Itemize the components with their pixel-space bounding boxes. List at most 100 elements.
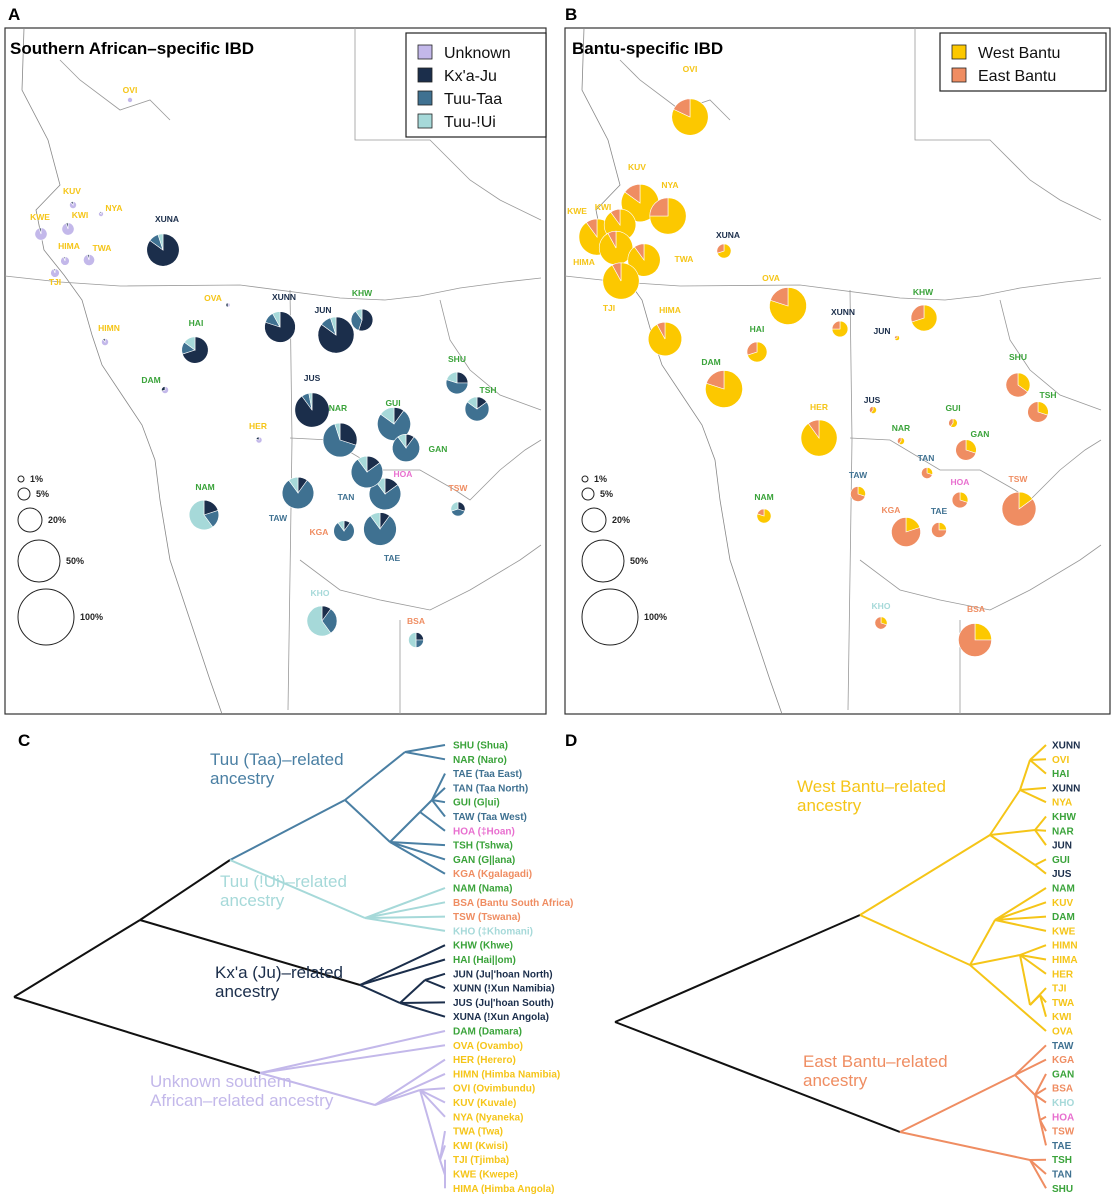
pop-label-ova: OVA: [762, 273, 780, 283]
tree-leaf-label: HIMN: [1052, 941, 1078, 952]
pie-hima: [598, 230, 634, 266]
tree-leaf-label: TAE (Taa East): [453, 769, 522, 780]
pie-hima: [60, 256, 70, 266]
tree-leaf-label: GAN: [1052, 1069, 1074, 1080]
panel-letter-c: C: [18, 731, 30, 750]
border-line: [4, 275, 542, 301]
tree-branch: [614, 914, 861, 1023]
pie-slice: [673, 98, 691, 118]
tree-branch: [259, 1030, 446, 1074]
tree-leaf-label: NYA (Nyaneka): [453, 1112, 523, 1123]
pie-gan: [955, 439, 977, 461]
pie-slice: [306, 605, 332, 637]
pie-slice: [611, 262, 622, 282]
tree-leaf-label: KHO (‡Khomani): [453, 926, 533, 937]
border-line: [21, 27, 223, 715]
tree-leaf-label: KHW (Khwe): [453, 941, 513, 952]
tree-branch: [399, 979, 426, 1004]
pop-label-twa: TWA: [675, 254, 694, 264]
pop-label-kho: KHO: [311, 588, 330, 598]
tree-branch: [1029, 1159, 1047, 1175]
tree-branch: [399, 1002, 446, 1018]
pie-slice: [63, 256, 66, 262]
tree-group-label: Kx'a (Ju)–related ancestry: [215, 963, 343, 1001]
pie-shu: [445, 371, 469, 395]
pie-slice: [397, 434, 407, 449]
tree-branch: [1039, 994, 1047, 1017]
pop-label-jus: JUS: [864, 395, 881, 405]
size-label: 20%: [48, 515, 66, 525]
border-line: [999, 299, 1102, 411]
tree-leaf-label: GAN (G||ana): [453, 855, 515, 866]
pop-label-hai: HAI: [189, 318, 204, 328]
tree-branch: [13, 996, 261, 1074]
size-circle: [581, 475, 589, 483]
pop-label-tsw: TSW: [449, 483, 469, 493]
tree-branch: [259, 1044, 446, 1074]
legend-label: East Bantu: [978, 68, 1056, 85]
tree-leaf-label: TSW: [1052, 1127, 1075, 1138]
tree-leaf-label: SHU: [1052, 1184, 1073, 1195]
pie-twa: [627, 243, 661, 277]
pop-label-dam: DAM: [141, 375, 160, 385]
pop-label-xunn: XUNN: [831, 307, 855, 317]
tree-leaf-label: OVA (Ovambo): [453, 1041, 523, 1052]
pie-kuv: [69, 201, 77, 209]
pie-ova: [769, 287, 807, 325]
tree-leaf-label: TAW (Taa West): [453, 812, 527, 823]
pie-slice: [450, 501, 459, 512]
tree-branch: [139, 859, 231, 921]
pie-ovi: [127, 97, 133, 103]
pie-nya: [649, 197, 687, 235]
tree-branch: [1029, 994, 1041, 1006]
tree-branch: [1034, 829, 1047, 832]
tree-leaf-label: HIMN (Himba Namibia): [453, 1069, 560, 1080]
pop-label-nya: NYA: [105, 203, 122, 213]
pie-slice: [607, 230, 617, 249]
size-circle: [581, 588, 639, 646]
border-line: [287, 289, 293, 711]
tree-branch: [1019, 954, 1031, 1006]
pie-ova: [225, 302, 231, 308]
pie-slice: [333, 522, 355, 542]
pie-slice: [850, 486, 866, 502]
pie-slice: [281, 479, 315, 510]
pie-her: [800, 419, 838, 457]
tree-leaf-label: TJI: [1052, 984, 1067, 995]
size-label: 100%: [80, 612, 103, 622]
tree-leaf-label: TSH: [1052, 1155, 1072, 1166]
pop-label-ovi: OVI: [683, 64, 698, 74]
tree-leaf-label: HIMA (Himba Angola): [453, 1184, 554, 1195]
pie-slice: [634, 243, 645, 261]
tree-branch: [359, 958, 446, 986]
border-line: [564, 275, 1102, 301]
tree-branch: [139, 919, 361, 986]
pie-markers-a: OVI KUV NYA KWE KWI HIMA TWA TJI XUNA OVA XUNN JUN K…: [30, 85, 497, 648]
pie-slice: [910, 304, 925, 323]
tree-branch: [419, 811, 446, 832]
pie-slice: [610, 208, 621, 226]
pie-slice: [225, 302, 229, 308]
tree-leaf-label: KHO: [1052, 1098, 1074, 1109]
pie-slice: [446, 371, 458, 384]
pie-tji: [50, 268, 60, 278]
pie-hai: [181, 336, 209, 364]
tree-branch: [431, 799, 446, 818]
tree-branch: [614, 1021, 901, 1133]
tree-branch: [1014, 1044, 1047, 1076]
tree-branch: [364, 917, 446, 932]
map-title-a: Southern African–specific IBD: [10, 39, 254, 58]
tree-branch: [419, 799, 433, 813]
tree-branch: [1034, 858, 1047, 866]
size-label: 20%: [612, 515, 630, 525]
pop-label-jun: JUN: [873, 326, 890, 336]
pie-kwe: [34, 227, 48, 241]
pie-slice: [948, 418, 954, 427]
pie-slice: [380, 407, 395, 425]
tree-leaf-label: NAM (Nama): [453, 884, 512, 895]
pie-her: [255, 436, 263, 444]
pie-taw: [850, 486, 866, 502]
pie-slice: [897, 437, 902, 445]
